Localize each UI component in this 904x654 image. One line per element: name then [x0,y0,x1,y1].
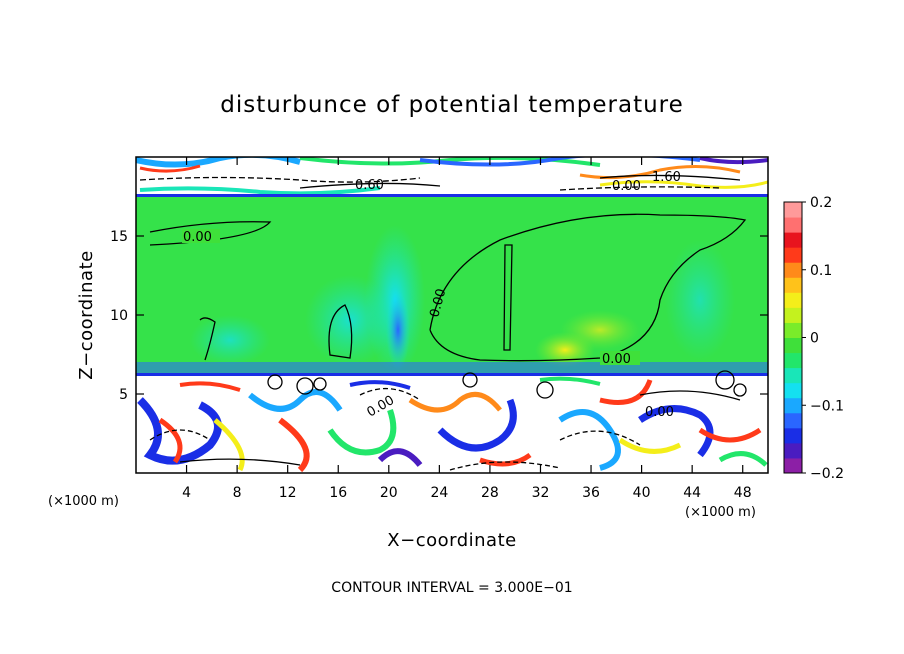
contour-label-6: 0.00 [612,179,641,194]
colorbar-swatch [784,202,802,218]
colorbar-swatch [784,412,802,429]
colorbar-swatch [784,442,802,459]
colorbar-swatch [784,352,802,369]
colorbar-swatch [784,277,802,293]
colorbar-swatch [784,337,802,354]
x-tick-label: 24 [430,485,448,501]
colorbar-swatch [784,292,802,308]
colorbar-swatch [784,247,802,263]
top-layer [136,157,768,197]
x-unit-label-right: (×1000 m) [685,505,756,520]
colorbar-swatch [784,457,802,474]
y-tick-label: 10 [110,308,128,324]
colorbar-swatch [784,232,802,248]
x-axis-label: X−coordinate [387,530,516,551]
contour-interval: CONTOUR INTERVAL = 3.000E−01 [331,580,572,596]
x-tick-label: 48 [734,485,752,501]
colorbar-swatch [784,307,802,323]
x-tick-label: 40 [633,485,651,501]
contour-label-4: 0.00 [645,405,674,420]
x-axis: 4 8 12 16 20 24 28 32 36 40 44 48 [182,157,752,501]
x-tick-label: 32 [532,485,550,501]
colorbar-tick-label: −0.1 [810,398,844,414]
colorbar-swatch [784,262,802,278]
y-axis-label: Z−coordinate [76,250,97,379]
colorbar: 0.2 0.1 0 −0.1 −0.2 [783,195,844,482]
colorbar-swatch [784,427,802,444]
contour-label-3: 0.00 [427,287,449,319]
x-tick-label: 4 [182,485,191,501]
x-tick-label: 20 [380,485,398,501]
x-tick-label: 12 [279,485,297,501]
cyan-anomaly-4 [665,240,735,360]
x-tick-label: 44 [683,485,701,501]
colorbar-swatch [784,322,802,338]
colorbar-tick-label: 0.1 [810,263,832,279]
x-tick-label: 36 [582,485,600,501]
x-tick-label: 8 [233,485,242,501]
plot-area: 0.00 0.00 0.00 0.00 0.00 0.00 0.60 1.60 [136,157,768,473]
colorbar-swatch [784,397,802,414]
yellow-anomaly-2 [560,310,640,350]
colorbar-tick-label: 0 [810,331,819,347]
bottom-layer [136,373,768,473]
cyan-anomaly-3 [190,315,270,365]
x-tick-label: 28 [481,485,499,501]
x-unit-label-left: (×1000 m) [48,494,119,509]
y-tick-label: 5 [119,387,128,403]
colorbar-swatch [784,382,802,399]
colorbar-tick-label: 0.2 [810,195,832,211]
chart-title: disturbunce of potential temperature [220,92,684,118]
y-tick-label: 15 [110,229,128,245]
contour-label-8: 1.60 [652,170,681,185]
contour-label-7: 0.60 [355,178,384,193]
x-tick-label: 16 [329,485,347,501]
blue-band [136,362,768,373]
colorbar-tick-label: −0.2 [810,466,844,482]
contour-label-2: 0.00 [602,352,631,367]
contour-label-1: 0.00 [183,230,212,245]
colorbar-swatch [784,217,802,233]
y-axis: 5 10 15 [110,229,768,403]
colorbar-swatch [784,367,802,384]
